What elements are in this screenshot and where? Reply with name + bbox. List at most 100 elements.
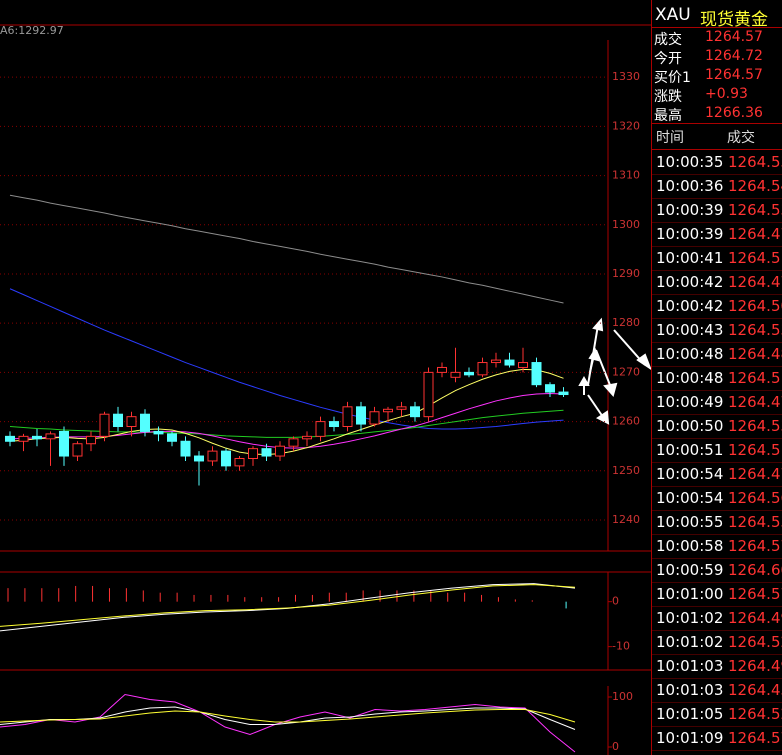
row-divider: [652, 654, 782, 655]
row-divider: [652, 342, 782, 343]
tick-price: 1264.52: [728, 705, 782, 723]
column-header: 成交: [727, 130, 755, 146]
tick-time: 10:00:39: [656, 201, 724, 219]
candle-body: [140, 413, 150, 432]
column-header: 时间: [656, 130, 684, 146]
quote-label: 最高: [654, 108, 682, 124]
ma-line: [0, 584, 576, 627]
candle-body: [99, 413, 110, 437]
row-divider: [652, 462, 782, 463]
quote-value: +0.93: [705, 86, 748, 102]
y-tick-label: 1320: [612, 119, 640, 132]
candle-body: [59, 430, 69, 457]
tick-price: 1264.47: [728, 225, 782, 243]
candle-body: [86, 435, 96, 445]
tick-time: 10:00:43: [656, 321, 724, 339]
row-divider: [652, 726, 782, 727]
candle-body: [261, 448, 272, 457]
tick-time: 10:00:36: [656, 177, 724, 195]
tick-price: 1264.48: [728, 345, 782, 363]
tick-time: 10:01:02: [656, 609, 724, 627]
candle-body: [221, 450, 231, 467]
candle-body: [369, 411, 380, 425]
tick-time: 10:01:03: [656, 681, 724, 699]
candle-body: [342, 406, 353, 428]
tick-time: 10:01:02: [656, 633, 724, 651]
y-tick-label: 1270: [612, 365, 640, 378]
divider: [652, 123, 782, 124]
ma-line: [0, 706, 576, 730]
candle-body: [396, 406, 407, 410]
candle-body: [504, 359, 515, 366]
candle-body: [153, 430, 164, 435]
tick-price: 1264.47: [728, 393, 782, 411]
quote-value: 1266.36: [705, 105, 763, 121]
candle-body: [248, 448, 258, 459]
y-tick-label: 1310: [612, 169, 640, 182]
candle-body: [464, 371, 474, 376]
quote-label: 买价1: [654, 70, 691, 86]
candle-body: [275, 445, 285, 457]
quote-value: 1264.72: [705, 48, 763, 64]
tick-price: 1264.57: [728, 729, 782, 747]
quote-label: 成交: [654, 32, 682, 48]
y-tick-label: 1290: [612, 267, 640, 280]
tick-time: 10:00:49: [656, 393, 724, 411]
tick-time: 10:00:54: [656, 465, 724, 483]
candle-body: [437, 366, 447, 373]
ma-line: [0, 583, 576, 632]
arrows: [578, 317, 651, 425]
y-tick-label: 100: [612, 690, 633, 703]
candle-body: [477, 362, 488, 376]
tick-time: 10:00:55: [656, 513, 724, 531]
tick-price: 1264.60: [728, 561, 782, 579]
row-divider: [652, 606, 782, 607]
chart-area: A6:1292.97 1240 1250 1260 1270 1280 1290 1300 1…: [0, 24, 651, 755]
candle-body: [5, 435, 15, 442]
divider: [652, 149, 782, 150]
tick-time: 10:00:51: [656, 441, 724, 459]
ma-line: [0, 709, 576, 723]
tick-price: 1264.53: [728, 513, 782, 531]
tick-price: 1264.53: [728, 153, 782, 171]
candle-body: [423, 371, 434, 418]
tick-time: 10:00:39: [656, 225, 724, 243]
candle-body: [315, 421, 326, 437]
tick-time: 10:01:03: [656, 657, 724, 675]
divider: [652, 27, 782, 28]
tick-time: 10:00:48: [656, 345, 724, 363]
symbol: XAU: [655, 5, 691, 25]
candle-body: [518, 362, 528, 368]
tick-time: 10:00:35: [656, 153, 724, 171]
candle-body: [32, 435, 42, 440]
y-tick-label: 0: [612, 595, 619, 608]
candle-body: [180, 440, 191, 457]
candle-body: [126, 416, 137, 428]
row-divider: [652, 510, 782, 511]
tick-time: 10:01:00: [656, 585, 724, 603]
row-divider: [652, 246, 782, 247]
candle-body: [491, 359, 501, 364]
row-divider: [652, 198, 782, 199]
row-divider: [652, 318, 782, 319]
tick-time: 10:00:42: [656, 273, 724, 291]
y-tick-label: 1260: [612, 415, 640, 428]
tick-price: 1264.57: [728, 585, 782, 603]
candle-body: [410, 406, 420, 418]
quote-panel: XAU 现货黄金 成交 1264.57 今开 1264.72 买价1 1264.57 涨跌 +…: [651, 0, 782, 755]
row-divider: [652, 414, 782, 415]
tick-time: 10:01:09: [656, 729, 724, 747]
tick-price: 1264.54: [728, 177, 782, 195]
tick-price: 1264.45: [728, 681, 782, 699]
candle-body: [531, 362, 542, 386]
tick-price: 1264.47: [728, 273, 782, 291]
ma-line: [9, 368, 564, 456]
tick-price: 1264.49: [728, 609, 782, 627]
y-tick-label: 1330: [612, 70, 640, 83]
candle-body: [72, 443, 83, 457]
tick-time: 10:00:54: [656, 489, 724, 507]
tick-time: 10:00:58: [656, 537, 724, 555]
tick-price: 1264.49: [728, 657, 782, 675]
tick-price: 1264.53: [728, 321, 782, 339]
